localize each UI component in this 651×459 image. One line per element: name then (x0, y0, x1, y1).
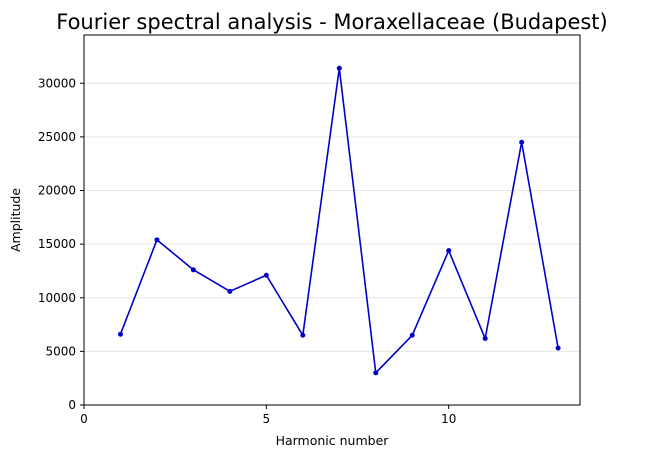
data-point (117, 331, 123, 337)
x-axis: 0 5 10 (80, 405, 456, 426)
y-tick-label: 25000 (38, 130, 76, 144)
data-point (519, 139, 525, 145)
y-tick-label: 0 (68, 398, 76, 412)
data-point (482, 336, 488, 342)
y-tick-label: 5000 (45, 344, 76, 358)
data-point (409, 332, 415, 338)
series-line (119, 67, 559, 374)
data-point (555, 345, 561, 351)
x-axis-label: Harmonic number (276, 433, 390, 448)
x-tick-label: 10 (441, 412, 456, 426)
data-point (300, 332, 306, 338)
data-point (154, 237, 160, 243)
y-tick-label: 10000 (38, 291, 76, 305)
y-axis: 0 5000 10000 15000 20000 25000 30000 (38, 76, 84, 412)
series-group (117, 65, 561, 376)
y-axis-label: Amplitude (8, 188, 23, 252)
data-point (190, 267, 196, 273)
y-tick-label: 20000 (38, 184, 76, 198)
data-point (373, 370, 379, 376)
grid-lines (84, 82, 580, 406)
x-tick-label: 0 (80, 412, 88, 426)
chart-title: Fourier spectral analysis - Moraxellacea… (56, 10, 608, 34)
x-tick-label: 5 (263, 412, 271, 426)
y-tick-label: 30000 (38, 76, 76, 90)
y-tick-label: 15000 (38, 237, 76, 251)
data-point (263, 272, 269, 278)
data-point (336, 65, 342, 71)
data-point (446, 248, 452, 254)
plot-area (83, 34, 581, 406)
data-point (227, 288, 233, 294)
